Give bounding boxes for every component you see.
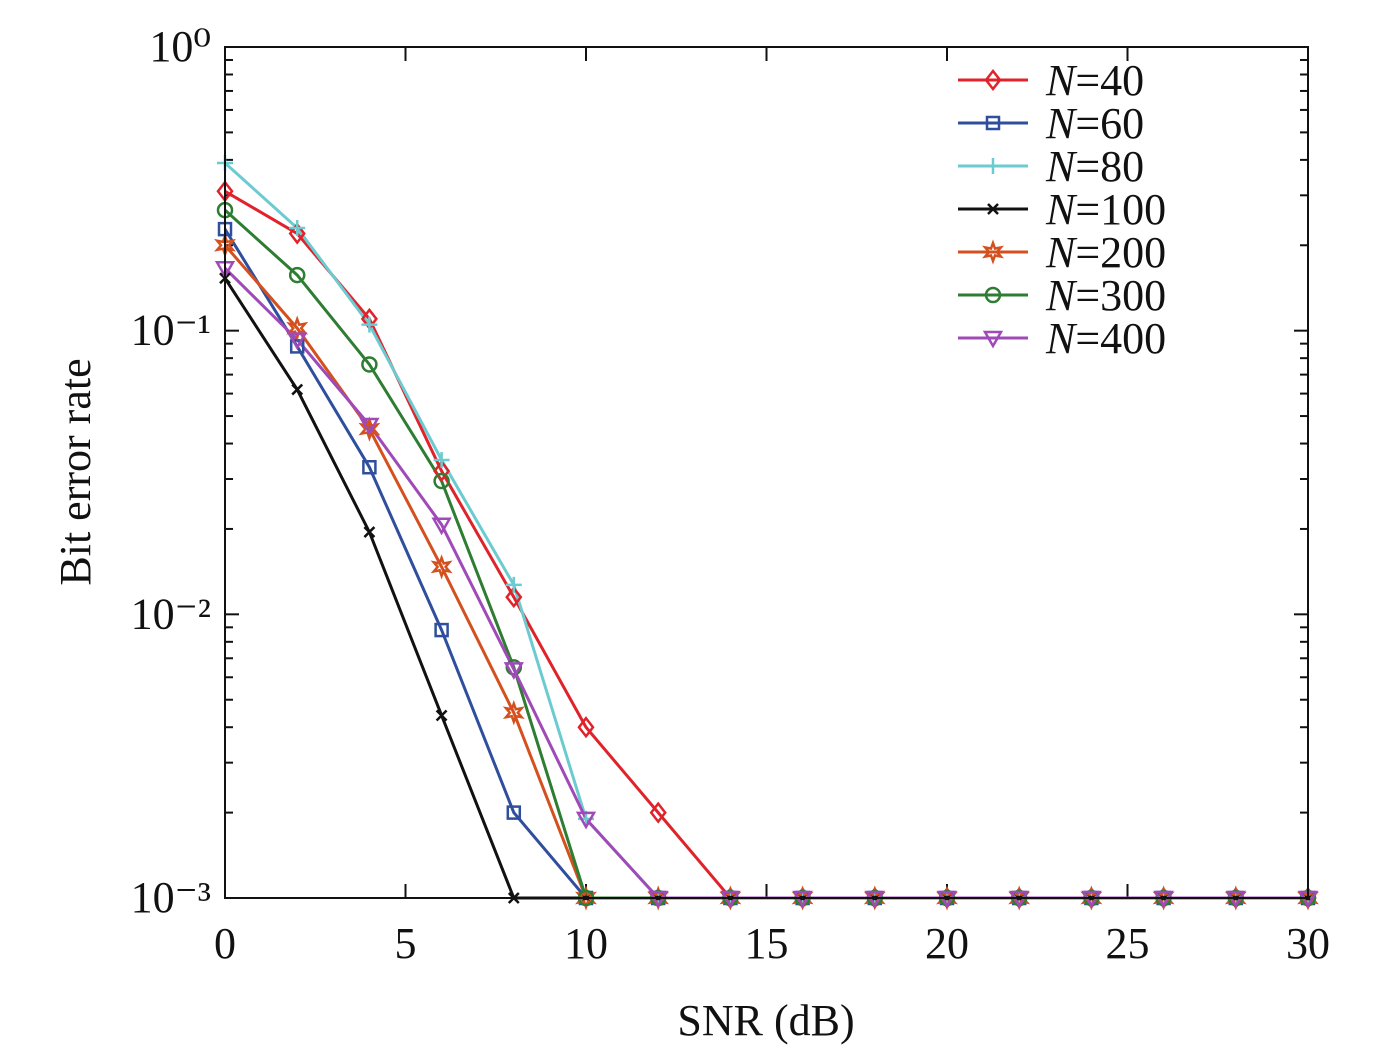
marker bbox=[577, 716, 595, 739]
marker bbox=[984, 68, 1002, 92]
series-line bbox=[223, 277, 1308, 900]
marker bbox=[984, 286, 1002, 304]
legend-label: N=300 bbox=[1045, 271, 1166, 320]
marker bbox=[575, 811, 597, 830]
y-tick-label: 10⁻¹ bbox=[131, 306, 211, 355]
marker bbox=[287, 332, 308, 351]
marker bbox=[505, 586, 523, 609]
marker bbox=[363, 526, 376, 538]
y-tick-label: 10⁻² bbox=[131, 589, 211, 638]
marker bbox=[649, 801, 667, 824]
marker bbox=[288, 222, 306, 245]
marker bbox=[982, 330, 1004, 349]
marker bbox=[982, 239, 1004, 265]
marker bbox=[433, 472, 450, 490]
marker bbox=[359, 417, 380, 436]
marker bbox=[985, 115, 1001, 131]
marker bbox=[291, 383, 304, 396]
marker bbox=[505, 576, 522, 593]
y-tick-label: 10⁰ bbox=[149, 22, 211, 71]
marker bbox=[362, 459, 377, 475]
legend-label: N=40 bbox=[1045, 56, 1144, 105]
marker bbox=[286, 315, 309, 341]
y-axis-label: Bit error rate bbox=[51, 358, 100, 585]
marker bbox=[434, 622, 449, 638]
marker bbox=[987, 203, 999, 215]
marker bbox=[430, 554, 453, 580]
x-tick-label: 5 bbox=[395, 919, 417, 968]
x-tick-label: 10 bbox=[564, 919, 608, 968]
x-tick-label: 0 bbox=[214, 919, 236, 968]
marker bbox=[361, 316, 378, 333]
marker bbox=[502, 700, 525, 726]
x-tick-label: 25 bbox=[1106, 919, 1150, 968]
x-tick-label: 30 bbox=[1286, 919, 1330, 968]
marker bbox=[288, 266, 306, 284]
legend-label: N=400 bbox=[1045, 314, 1166, 363]
x-axis-label: SNR (dB) bbox=[677, 996, 854, 1045]
plot-frame bbox=[224, 46, 1309, 899]
marker bbox=[433, 460, 451, 483]
x-tick-label: 20 bbox=[925, 919, 969, 968]
marker bbox=[433, 451, 450, 468]
marker bbox=[985, 158, 1001, 174]
legend-label: N=60 bbox=[1045, 99, 1144, 148]
legend-label: N=80 bbox=[1045, 142, 1144, 191]
marker bbox=[575, 885, 597, 911]
marker bbox=[431, 517, 452, 536]
marker bbox=[506, 805, 522, 820]
marker bbox=[358, 416, 381, 442]
marker bbox=[503, 662, 524, 680]
marker bbox=[289, 220, 306, 237]
y-tick-label: 10⁻³ bbox=[131, 873, 211, 922]
x-tick-label: 15 bbox=[745, 919, 789, 968]
legend-label: N=100 bbox=[1045, 185, 1166, 234]
marker bbox=[361, 356, 378, 373]
marker bbox=[435, 709, 448, 722]
legend-label: N=200 bbox=[1045, 228, 1166, 277]
